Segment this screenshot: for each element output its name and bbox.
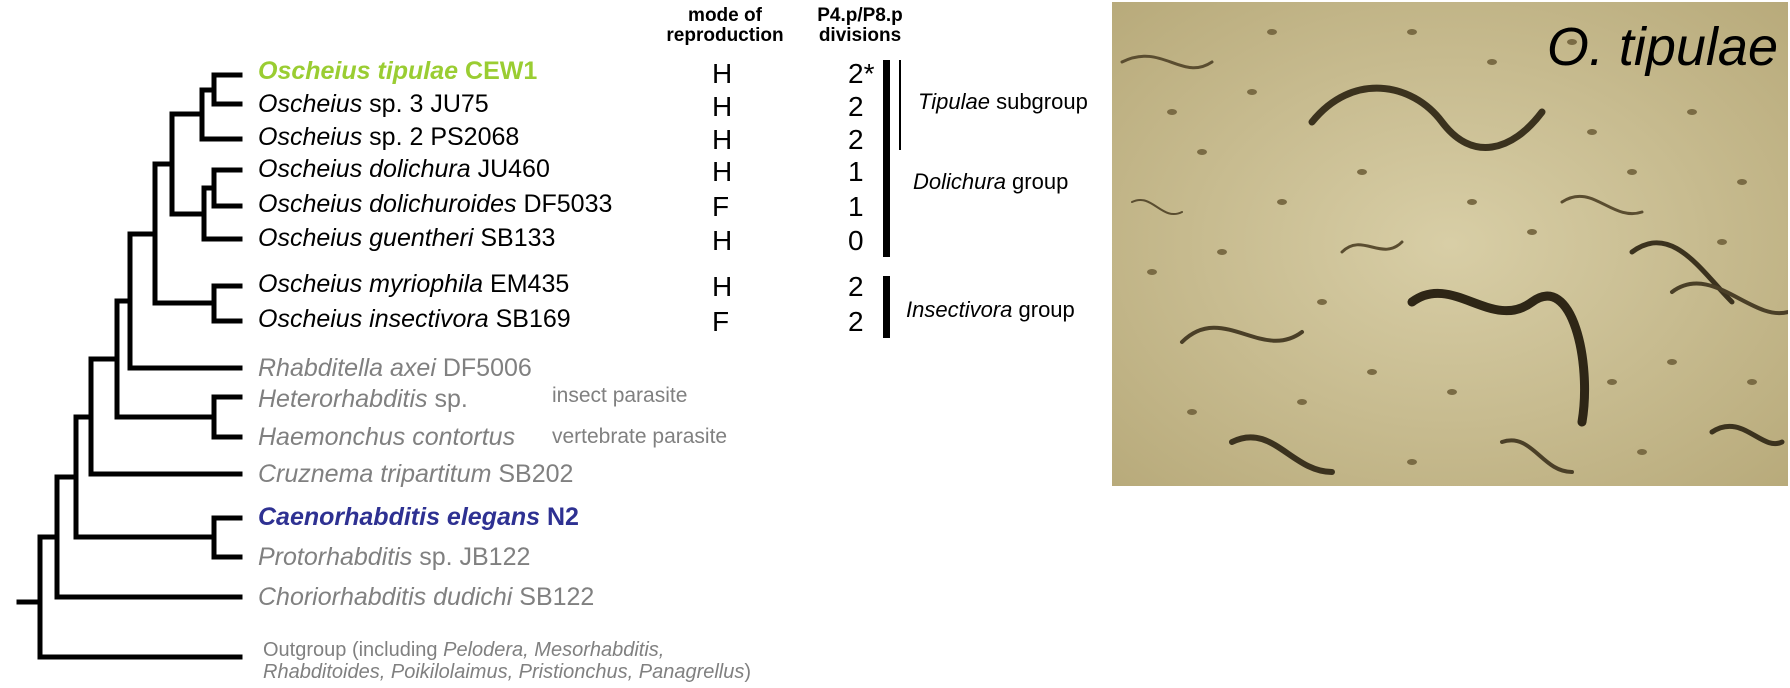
- taxon-genus: Oscheius: [258, 123, 362, 151]
- divisions-value: 2: [848, 271, 864, 303]
- insectivora-group-bar: [883, 276, 890, 338]
- tipulae-subgroup-label: Tipulae subgroup: [918, 89, 1088, 115]
- divisions-value: 0: [848, 225, 864, 257]
- taxon-genus: Protorhabditis: [258, 543, 412, 571]
- taxon-genus: Choriorhabditis dudichi: [258, 583, 512, 611]
- divisions-header-line2: divisions: [800, 26, 920, 46]
- tipulae-italic: Tipulae: [918, 89, 990, 114]
- taxon-label: Oscheius myriophila EM435: [258, 270, 569, 299]
- tree-branch: [214, 286, 240, 321]
- taxon-genus: Oscheius dolichuroides: [258, 190, 516, 218]
- mode-value: H: [712, 58, 732, 90]
- tipulae-rest: subgroup: [990, 89, 1088, 114]
- mode-value: H: [712, 156, 732, 188]
- taxon-label: Protorhabditis sp. JB122: [258, 543, 530, 572]
- divisions-header-line1: P4.p/P8.p: [800, 6, 920, 26]
- taxon-label: Haemonchus contortus: [258, 423, 515, 452]
- mode-value: H: [712, 124, 732, 156]
- taxon-label: Cruznema tripartitum SB202: [258, 460, 573, 489]
- insectivora-group-label: Insectivora group: [906, 297, 1075, 323]
- divisions-value: 2: [848, 306, 864, 338]
- tree-branch: [214, 170, 240, 206]
- taxon-genus: Heterorhabditis: [258, 385, 428, 413]
- outgroup-names-2: Rhabditoides, Poikilolaimus, Pristionchu…: [263, 661, 744, 683]
- dolichura-group-label: Dolichura group: [913, 169, 1068, 195]
- divisions-value: 1: [848, 156, 864, 188]
- tree-branch: [214, 75, 240, 104]
- taxon-strain: SB133: [480, 224, 555, 252]
- outgroup-names-1: Pelodera, Mesorhabditis,: [443, 639, 664, 661]
- mode-header-line2: reproduction: [660, 26, 790, 46]
- taxon-strain: sp.: [434, 385, 467, 413]
- divisions-value: 2: [848, 91, 864, 123]
- taxon-genus: Cruznema tripartitum: [258, 460, 491, 488]
- vertebrate-parasite-note: vertebrate parasite: [552, 425, 727, 449]
- taxon-label: Rhabditella axei DF5006: [258, 354, 532, 383]
- taxon-genus: Oscheius insectivora: [258, 305, 489, 333]
- nematode-culture-photo: O. tipulae: [1112, 2, 1788, 486]
- tree-branch: [76, 417, 214, 537]
- mode-header-line1: mode of: [660, 6, 790, 26]
- outgroup-suffix: ): [744, 661, 751, 683]
- taxon-label: Oscheius sp. 3 JU75: [258, 90, 489, 119]
- taxon-label: Oscheius guentheri SB133: [258, 224, 555, 253]
- photo-species-label: O. tipulae: [1547, 16, 1778, 78]
- tree-branch: [214, 397, 240, 437]
- taxon-label: Heterorhabditis sp.: [258, 385, 468, 414]
- mode-value: H: [712, 271, 732, 303]
- taxon-label: Oscheius dolichura JU460: [258, 155, 550, 184]
- mode-header: mode of reproduction: [660, 6, 790, 46]
- divisions-header: P4.p/P8.p divisions: [800, 6, 920, 46]
- taxon-label: Oscheius dolichuroides DF5033: [258, 190, 612, 219]
- taxon-strain: SB122: [519, 583, 594, 611]
- dolichura-rest: group: [1006, 169, 1068, 194]
- taxon-genus: Oscheius guentheri: [258, 224, 473, 252]
- tree-branch: [172, 114, 204, 214]
- taxon-strain: N2: [547, 503, 579, 531]
- taxon-strain: sp. JB122: [419, 543, 530, 571]
- taxon-strain: sp. 3 JU75: [369, 90, 489, 118]
- taxon-strain: DF5006: [443, 354, 532, 382]
- divisions-value: 1: [848, 191, 864, 223]
- divisions-value: 2*: [848, 58, 874, 90]
- taxon-strain: DF5033: [523, 190, 612, 218]
- taxon-label: Oscheius tipulae CEW1: [258, 57, 537, 86]
- divisions-value: 2: [848, 124, 864, 156]
- insectivora-rest: group: [1012, 297, 1074, 322]
- mode-value: F: [712, 191, 729, 223]
- dolichura-group-bar: [883, 60, 890, 257]
- taxon-strain: SB202: [498, 460, 573, 488]
- taxon-strain: SB169: [496, 305, 571, 333]
- taxon-genus: Haemonchus contortus: [258, 423, 515, 451]
- mode-value: H: [712, 91, 732, 123]
- tree-branch: [204, 188, 240, 239]
- taxon-genus: Rhabditella axei: [258, 354, 436, 382]
- insectivora-italic: Insectivora: [906, 297, 1012, 322]
- taxon-label: Choriorhabditis dudichi SB122: [258, 583, 594, 612]
- outgroup-label: Outgroup (including Pelodera, Mesorhabdi…: [263, 639, 751, 683]
- taxon-genus: Oscheius dolichura: [258, 155, 471, 183]
- outgroup-prefix: Outgroup (including: [263, 639, 443, 661]
- taxon-label: Oscheius sp. 2 PS2068: [258, 123, 519, 152]
- taxon-strain: EM435: [490, 270, 569, 298]
- mode-value: F: [712, 306, 729, 338]
- tree-branch: [214, 518, 240, 557]
- taxon-strain: CEW1: [465, 57, 537, 85]
- taxon-genus: Oscheius myriophila: [258, 270, 483, 298]
- mode-value: H: [712, 225, 732, 257]
- tipulae-subgroup-bar: [899, 60, 901, 150]
- taxon-genus: Oscheius tipulae: [258, 57, 458, 85]
- taxon-label: Caenorhabditis elegans N2: [258, 503, 579, 532]
- taxon-strain: JU460: [478, 155, 550, 183]
- insect-parasite-note: insect parasite: [552, 384, 687, 408]
- dolichura-italic: Dolichura: [913, 169, 1006, 194]
- tree-branch: [202, 90, 240, 139]
- taxon-label: Oscheius insectivora SB169: [258, 305, 571, 334]
- taxon-genus: Caenorhabditis elegans: [258, 503, 540, 531]
- taxon-strain: sp. 2 PS2068: [369, 123, 519, 151]
- taxon-genus: Oscheius: [258, 90, 362, 118]
